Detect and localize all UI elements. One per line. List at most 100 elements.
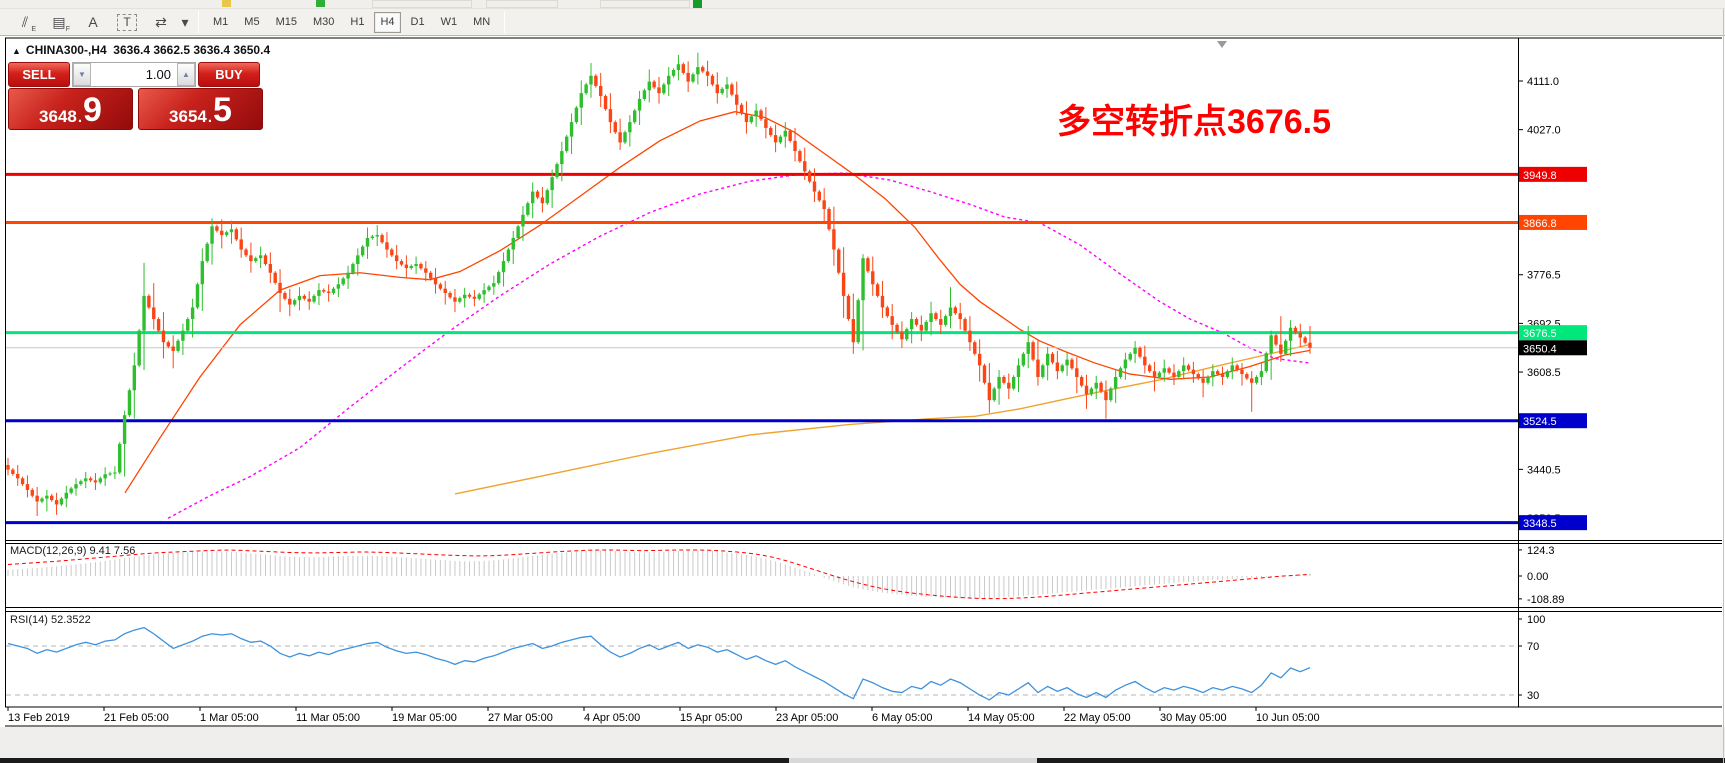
cycle-lines-icon[interactable]: ⇄	[144, 11, 178, 34]
svg-text:15 Apr 05:00: 15 Apr 05:00	[680, 712, 742, 724]
svg-text:14 May 05:00: 14 May 05:00	[968, 712, 1035, 724]
svg-text:6 May 05:00: 6 May 05:00	[872, 712, 933, 724]
toolbar-dropdown-caret-icon[interactable]: ▾	[178, 11, 192, 34]
svg-text:19 Mar 05:00: 19 Mar 05:00	[392, 712, 457, 724]
text-box-glyph: T	[123, 15, 131, 29]
text-box-icon[interactable]: T	[117, 13, 137, 31]
collapse-panel-icon[interactable]: ▲	[12, 46, 21, 56]
svg-text:22 May 05:00: 22 May 05:00	[1064, 712, 1131, 724]
macd-histogram	[7, 549, 1311, 599]
symbol-period-label: CHINA300-,H4	[25, 43, 107, 57]
price-line-tags: 3949.8 3866.8 3676.5 3650.4 3524.5 3348.5	[1519, 166, 1587, 531]
svg-text:3440.5: 3440.5	[1527, 464, 1561, 476]
ma-slow-magenta-line[interactable]	[167, 172, 1311, 519]
tab-timeframe-m15[interactable]: M15	[275, 16, 297, 28]
bottom-bar-gap	[789, 758, 1037, 763]
sell-price-display[interactable]: 3648 . 9	[8, 88, 133, 130]
tab-timeframe-d1[interactable]: D1	[410, 16, 425, 28]
fibonacci-grid-glyph: ▤	[52, 13, 66, 30]
clipped-button-green1	[316, 0, 325, 7]
fibonacci-grid-icon[interactable]: ▤ F	[42, 11, 76, 34]
toolbar-separator	[198, 11, 199, 33]
svg-text:3776.5: 3776.5	[1527, 270, 1561, 282]
horizontal-level-lines[interactable]	[6, 172, 1518, 525]
sell-price-main: 3648	[39, 107, 77, 126]
volume-decrease-icon[interactable]: ▼	[73, 63, 91, 86]
svg-text:13 Feb 2019: 13 Feb 2019	[8, 712, 70, 724]
candlestick-series	[6, 52, 1312, 516]
clipped-button-outline2	[486, 0, 558, 8]
ma-fast-line[interactable]	[124, 111, 1311, 494]
ohlc-readout: 3636.4 3662.5 3636.4 3650.4	[113, 43, 271, 57]
clipped-button-outline3	[600, 0, 690, 8]
buy-price-big-digit: 5	[213, 91, 232, 130]
macd-signal-line	[7, 549, 1311, 600]
sell-button[interactable]: SELL	[8, 62, 70, 87]
svg-text:100: 100	[1527, 614, 1545, 626]
svg-text:30 May 05:00: 30 May 05:00	[1160, 712, 1227, 724]
svg-text:4 Apr 05:00: 4 Apr 05:00	[584, 712, 640, 724]
svg-text:23 Apr 05:00: 23 Apr 05:00	[776, 712, 838, 724]
sell-price-dot: .	[77, 109, 83, 126]
equidistant-channel-sub: E	[31, 25, 36, 33]
price-tag	[1519, 214, 1587, 230]
clipped-button-green2	[693, 0, 702, 8]
tab-timeframe-h4[interactable]: H4	[374, 11, 401, 33]
volume-input[interactable]	[91, 63, 177, 86]
svg-text:-108.89: -108.89	[1527, 594, 1564, 606]
svg-text:3608.5: 3608.5	[1527, 367, 1561, 379]
bottom-bar-right	[1037, 758, 1725, 763]
ma-slowest-gold-line[interactable]	[454, 343, 1311, 495]
equidistant-channel-glyph: ⫽	[21, 13, 29, 30]
tab-timeframe-m30[interactable]: M30	[312, 16, 335, 28]
caret-glyph: ▾	[181, 13, 189, 30]
toolbar: ⫽ E ▤ F A T ⇄ ▾ M1 M5 M15 M30 H1 H4 D1 W…	[0, 9, 1725, 36]
chart-shift-marker-icon[interactable]	[1217, 41, 1227, 48]
sell-price-big-digit: 9	[83, 91, 102, 130]
svg-text:124.3: 124.3	[1527, 545, 1555, 557]
tab-timeframe-m1[interactable]: M1	[213, 16, 229, 28]
svg-text:10 Jun 05:00: 10 Jun 05:00	[1256, 712, 1320, 724]
clipped-toolbar-row	[0, 0, 1725, 9]
svg-text:0.00: 0.00	[1527, 571, 1548, 583]
tab-timeframe-w1[interactable]: W1	[440, 16, 458, 28]
rsi-axis[interactable]: 100 70 30	[1518, 614, 1545, 702]
macd-axis[interactable]: 124.3 0.00 -108.89	[1518, 545, 1564, 606]
rsi-line	[7, 626, 1311, 701]
volume-stepper: ▼ ▲	[72, 62, 196, 87]
text-label-icon[interactable]: A	[76, 11, 110, 34]
cycle-lines-glyph: ⇄	[155, 13, 167, 30]
date-axis[interactable]: 13 Feb 2019 21 Feb 05:00 1 Mar 05:00 11 Mar…	[7, 707, 1320, 724]
rsi-level-lines	[6, 645, 1518, 696]
equidistant-channel-icon[interactable]: ⫽ E	[8, 11, 42, 34]
svg-text:3949.8: 3949.8	[1523, 170, 1557, 182]
svg-text:27 Mar 05:00: 27 Mar 05:00	[488, 712, 553, 724]
price-tag	[1519, 340, 1587, 356]
volume-increase-icon[interactable]: ▲	[177, 63, 195, 86]
svg-text:3676.5: 3676.5	[1523, 328, 1557, 340]
tab-timeframe-h1[interactable]: H1	[350, 16, 365, 28]
tab-timeframe-mn[interactable]: MN	[473, 16, 491, 28]
svg-text:3650.4: 3650.4	[1523, 343, 1557, 355]
svg-text:70: 70	[1527, 641, 1539, 653]
tab-timeframe-m5[interactable]: M5	[244, 16, 260, 28]
toolbar-separator-2	[504, 11, 506, 33]
text-label-glyph: A	[88, 14, 98, 30]
panel-borders	[5, 9, 1724, 763]
buy-price-display[interactable]: 3654 . 5	[138, 88, 263, 130]
price-tag	[1519, 325, 1587, 341]
rsi-indicator-label: RSI(14) 52.3522	[10, 614, 91, 626]
svg-text:11 Mar 05:00: 11 Mar 05:00	[296, 712, 360, 724]
buy-button[interactable]: BUY	[198, 62, 260, 87]
price-axis[interactable]: 4111.04027.03776.53692.53608.53440.53356…	[1518, 76, 1561, 525]
chart-text-annotation: 多空转折点3676.5	[1057, 103, 1331, 141]
svg-text:30: 30	[1527, 690, 1539, 702]
buy-price-main: 3654	[169, 107, 207, 126]
svg-text:3348.5: 3348.5	[1523, 518, 1557, 530]
fibonacci-grid-sub: F	[65, 25, 70, 33]
clipped-button-yellow	[222, 0, 231, 7]
svg-text:21 Feb 05:00: 21 Feb 05:00	[104, 712, 169, 724]
chart-symbol-title: ▲ CHINA300-,H4 3636.4 3662.5 3636.4 3650.…	[12, 43, 270, 57]
bottom-window-edge	[0, 727, 1725, 763]
